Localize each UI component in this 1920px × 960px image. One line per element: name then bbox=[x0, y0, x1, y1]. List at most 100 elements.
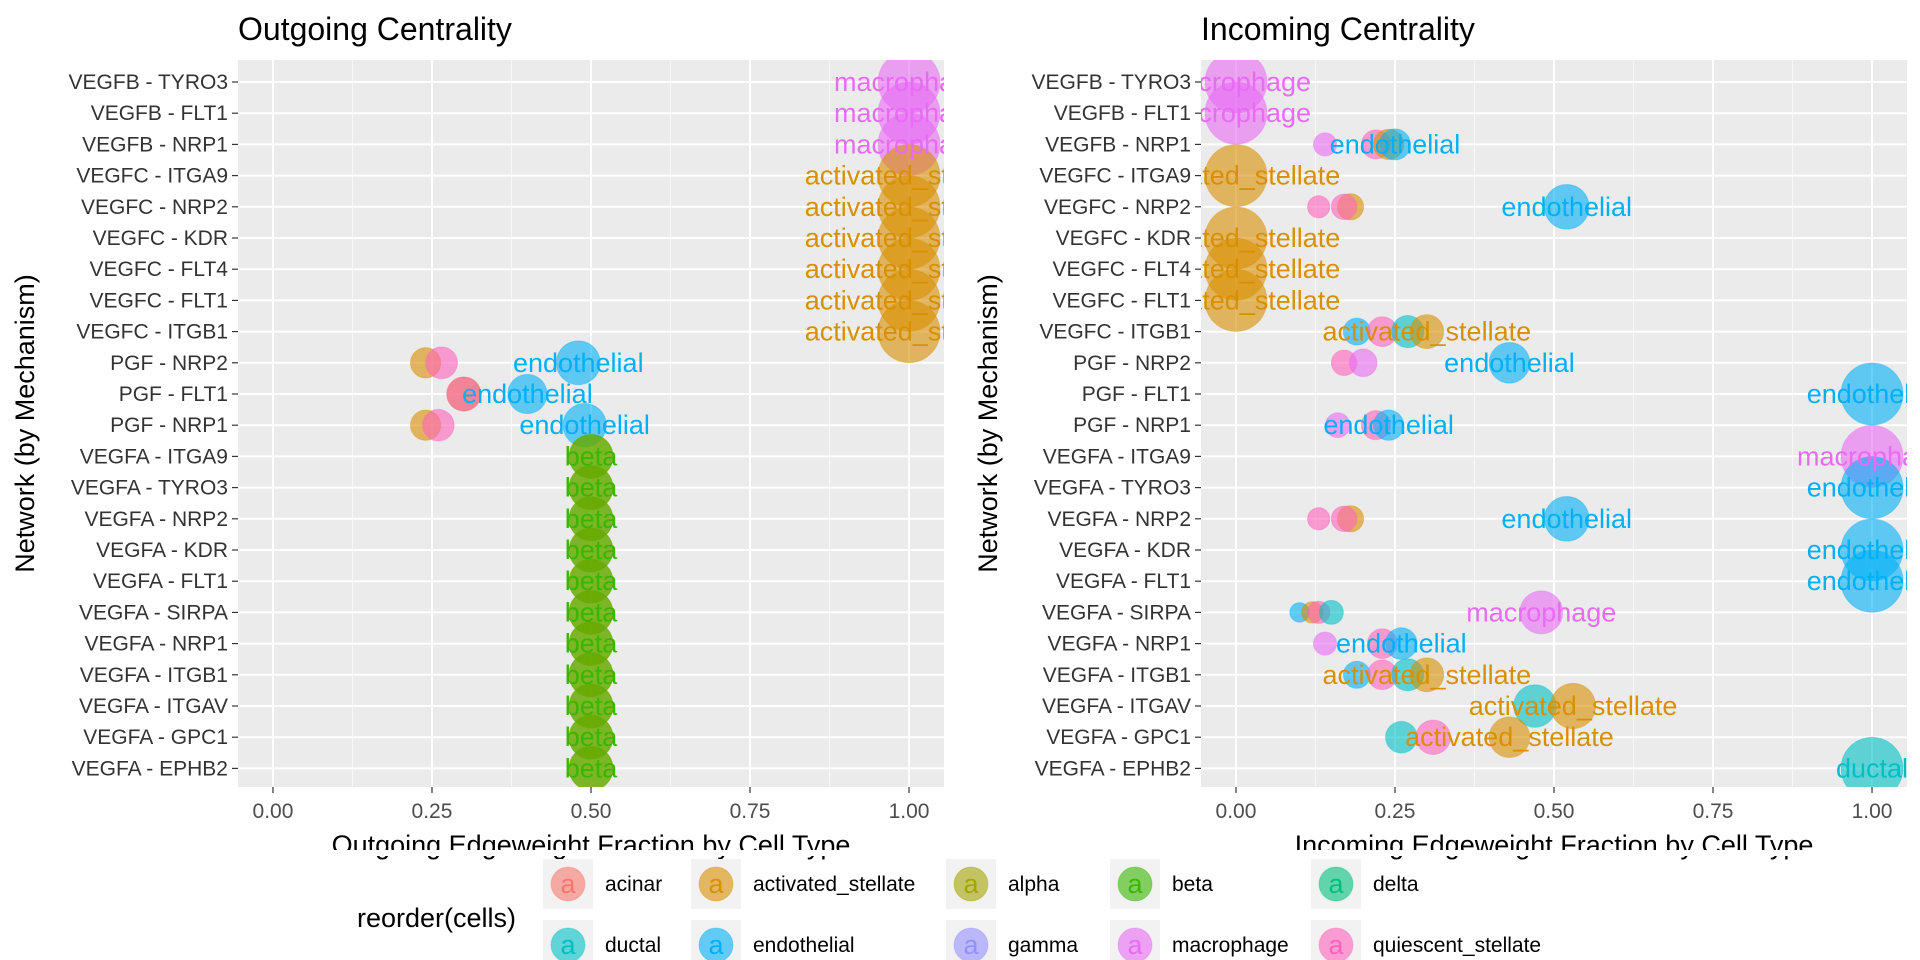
data-point-endothelial bbox=[507, 373, 548, 415]
y-tick-label: VEGFA - NRP1 bbox=[1047, 633, 1191, 656]
x-tick-label: 0.75 bbox=[730, 800, 771, 823]
point-label: macrophage bbox=[1797, 441, 1920, 471]
point-label: beta bbox=[565, 597, 619, 627]
legend-label: acinar bbox=[605, 873, 662, 896]
legend-item-acinar: a acinar bbox=[543, 859, 662, 909]
data-point-activated_stellate bbox=[1204, 144, 1268, 208]
point-label: activated_stellate bbox=[805, 223, 1014, 253]
point-label: macrophage bbox=[1466, 597, 1616, 627]
point-label: endothelial bbox=[1501, 504, 1632, 534]
y-tick-label: VEGFB - NRP1 bbox=[1045, 133, 1191, 156]
legend: reorder(cells) a acinar a activated_stellate… bbox=[357, 859, 1541, 960]
incoming-centrality-panel: macrophagemacrophageendothelialactivated… bbox=[973, 11, 1920, 860]
x-tick-label: 0.25 bbox=[1375, 800, 1416, 823]
x-tick-label: 1.00 bbox=[1852, 800, 1893, 823]
legend-label: macrophage bbox=[1172, 934, 1289, 957]
y-tick-label: VEGFB - FLT1 bbox=[91, 102, 228, 125]
legend-label: delta bbox=[1373, 873, 1419, 896]
point-label: macrophage bbox=[834, 98, 984, 128]
point-label: activated_stellate bbox=[1132, 285, 1341, 315]
point-label: endothelial bbox=[519, 410, 650, 440]
point-label: beta bbox=[565, 722, 619, 752]
point-label: endothelial bbox=[1807, 379, 1920, 409]
y-tick-label: VEGFA - ITGA9 bbox=[1043, 445, 1191, 468]
point-label: activated_stellate bbox=[1322, 317, 1531, 347]
point-label: endothelial bbox=[513, 348, 644, 378]
point-label: beta bbox=[565, 566, 619, 596]
y-tick-label: VEGFA - EPHB2 bbox=[72, 757, 228, 780]
legend-key-glyph: a bbox=[560, 869, 576, 899]
point-label: beta bbox=[565, 441, 619, 471]
y-tick-label: VEGFA - TYRO3 bbox=[71, 477, 228, 500]
legend-key-circle bbox=[1318, 927, 1354, 960]
legend-item-gamma: a gamma bbox=[946, 920, 1078, 960]
data-point-endothelial bbox=[1840, 362, 1904, 426]
y-tick-label: VEGFA - FLT1 bbox=[1056, 570, 1191, 593]
legend-key-glyph: a bbox=[963, 930, 979, 960]
x-tick-label: 0.50 bbox=[1534, 800, 1575, 823]
data-point-endothelial bbox=[555, 340, 601, 386]
data-point-activated_stellate bbox=[1204, 268, 1268, 332]
y-tick-label: VEGFA - ITGB1 bbox=[1043, 664, 1191, 687]
chart-title: Incoming Centrality bbox=[1201, 11, 1475, 47]
y-tick-label: PGF - NRP1 bbox=[110, 414, 228, 437]
point-label: ductal bbox=[1836, 753, 1908, 783]
legend-key-circle bbox=[698, 866, 734, 902]
point-label: endothelial bbox=[1807, 473, 1920, 503]
data-point-macrophage bbox=[1204, 81, 1268, 145]
data-point-macrophage bbox=[1348, 348, 1378, 378]
legend-label: quiescent_stellate bbox=[1373, 934, 1541, 957]
y-tick-label: VEGFB - TYRO3 bbox=[1032, 71, 1191, 94]
data-point-endothelial bbox=[1840, 456, 1904, 520]
point-label: macrophage bbox=[834, 129, 984, 159]
point-label: endothelial bbox=[1330, 129, 1461, 159]
y-tick-label: VEGFC - ITGA9 bbox=[1039, 165, 1191, 188]
legend-key-circle bbox=[1117, 866, 1153, 902]
y-tick-label: VEGFC - FLT4 bbox=[90, 258, 229, 281]
data-point-quiescent_stellate bbox=[1415, 719, 1451, 755]
y-tick-label: VEGFC - FLT4 bbox=[1053, 258, 1192, 281]
y-tick-label: PGF - NRP2 bbox=[110, 352, 228, 375]
y-tick-label: VEGFC - FLT1 bbox=[1053, 289, 1191, 312]
y-tick-label: VEGFA - GPC1 bbox=[83, 726, 228, 749]
y-tick-label: VEGFC - ITGA9 bbox=[76, 165, 228, 188]
points-layer: macrophagemacrophageendothelialactivated… bbox=[1132, 60, 1920, 787]
data-point-macrophage bbox=[1519, 590, 1564, 635]
legend-label: gamma bbox=[1008, 934, 1078, 957]
point-label: endothelial bbox=[462, 379, 593, 409]
data-point-quiescent_stellate bbox=[446, 376, 482, 412]
legend-item-activated-stellate: a activated_stellate bbox=[691, 859, 915, 909]
point-label: activated_stellate bbox=[805, 161, 1014, 191]
point-label: beta bbox=[565, 691, 619, 721]
data-point-quiescent_stellate bbox=[1306, 507, 1331, 531]
data-point-endothelial bbox=[1543, 495, 1590, 542]
point-label: activated_stellate bbox=[805, 192, 1014, 222]
chart-title: Outgoing Centrality bbox=[238, 11, 512, 47]
point-label: macrophage bbox=[834, 67, 984, 97]
data-point-quiescent_stellate bbox=[1306, 195, 1331, 219]
y-axis-title: Network (by Mechanism) bbox=[10, 274, 40, 573]
legend-key-glyph: a bbox=[1328, 930, 1344, 960]
y-tick-label: VEGFA - ITGAV bbox=[79, 695, 228, 718]
y-tick-label: VEGFA - ITGAV bbox=[1042, 695, 1191, 718]
y-tick-label: PGF - NRP2 bbox=[1073, 352, 1191, 375]
x-tick-label: 0.00 bbox=[1216, 800, 1257, 823]
y-tick-label: PGF - NRP1 bbox=[1073, 414, 1191, 437]
legend-item-beta: a beta bbox=[1110, 859, 1213, 909]
outgoing-centrality-panel: macrophagemacrophagemacrophageactivated_… bbox=[10, 11, 1014, 860]
y-tick-label: VEGFA - SIRPA bbox=[1042, 601, 1191, 624]
x-tick-label: 0.00 bbox=[253, 800, 294, 823]
legend-key-glyph: a bbox=[708, 930, 724, 960]
y-tick-label: PGF - FLT1 bbox=[1082, 383, 1191, 406]
point-label: beta bbox=[565, 660, 619, 690]
legend-key-circle bbox=[1117, 927, 1153, 960]
legend-key-circle bbox=[953, 866, 989, 902]
legend-label: beta bbox=[1172, 873, 1213, 896]
legend-item-ductal: a ductal bbox=[543, 920, 661, 960]
legend-key-glyph: a bbox=[708, 869, 724, 899]
data-point-quiescent_stellate bbox=[1330, 505, 1358, 533]
y-tick-label: VEGFA - EPHB2 bbox=[1035, 757, 1191, 780]
data-point-macrophage bbox=[1312, 132, 1338, 157]
point-label: endothelial bbox=[1336, 629, 1467, 659]
